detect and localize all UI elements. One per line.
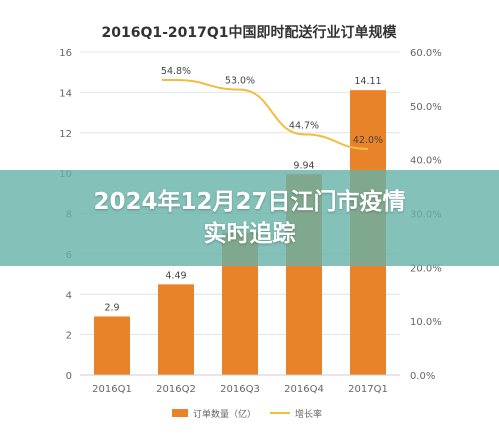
x-tick-label: 2016Q2 <box>156 384 196 395</box>
y-left-tick-label: 4 <box>66 290 72 301</box>
line-series: 54.8% 53.0% 44.7% 42.0% <box>161 66 383 150</box>
y-left-tick-label: 12 <box>59 129 72 140</box>
legend-bar-swatch <box>172 409 188 417</box>
bar-value-label: 2.9 <box>104 302 119 313</box>
y-left-tick-label: 0 <box>66 371 72 382</box>
headline-line-1: 2024年12月27日江门市疫情 <box>93 189 406 215</box>
y-left-tick-label: 14 <box>59 88 72 99</box>
bar-value-label: 14.11 <box>354 76 381 87</box>
bar <box>94 316 130 375</box>
headline-banner: 2024年12月27日江门市疫情 实时追踪 <box>0 170 499 266</box>
y-right-tick-label: 60.0% <box>410 48 442 59</box>
x-tick-label: 2016Q3 <box>220 384 260 395</box>
growth-rate-label: 53.0% <box>225 76 255 87</box>
growth-rate-label: 54.8% <box>161 66 191 77</box>
y-right-tick-label: 0.0% <box>410 371 435 382</box>
headline-line-2: 实时追踪 <box>203 221 296 247</box>
x-tick-label: 2016Q1 <box>92 384 132 395</box>
y-left-tick-label: 16 <box>59 48 72 59</box>
growth-rate-line <box>162 78 369 150</box>
y-right-tick-label: 10.0% <box>410 317 442 328</box>
legend-line-label: 增长率 <box>295 408 322 420</box>
legend-bar-label: 订单数量（亿） <box>193 408 256 420</box>
bar-value-label: 4.49 <box>165 270 186 281</box>
x-axis: 2016Q1 2016Q2 2016Q3 2016Q4 2017Q1 <box>80 374 400 395</box>
y-right-tick-label: 20.0% <box>410 263 442 274</box>
growth-rate-label: 42.0% <box>353 135 383 146</box>
y-right-tick-label: 40.0% <box>410 156 442 167</box>
x-tick-label: 2016Q4 <box>284 384 324 395</box>
x-tick-label: 2017Q1 <box>348 384 388 395</box>
bar <box>158 284 194 375</box>
y-right-tick-label: 50.0% <box>410 102 442 113</box>
y-left-tick-label: 2 <box>66 331 72 342</box>
growth-rate-label: 44.7% <box>289 120 319 131</box>
chart-title: 2016Q1-2017Q1中国即时配送行业订单规模 <box>101 24 397 41</box>
bar-value-label: 9.94 <box>293 160 314 171</box>
legend: 订单数量（亿） 增长率 <box>172 408 322 420</box>
